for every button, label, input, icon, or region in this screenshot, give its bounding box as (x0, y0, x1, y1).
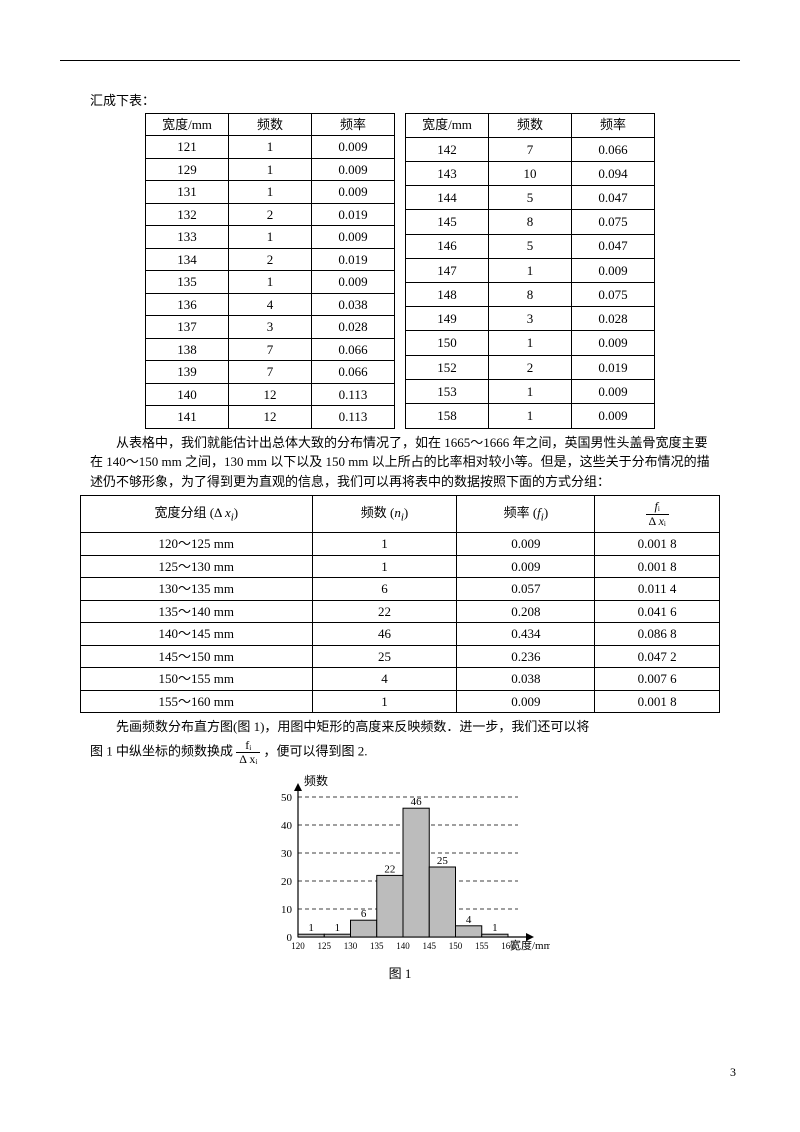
svg-text:1: 1 (308, 922, 314, 934)
svg-text:130: 130 (344, 941, 358, 951)
fraction: fᵢ Δ xᵢ (236, 739, 260, 766)
histogram-svg: 0102030405011622462541120125130135140145… (250, 772, 550, 962)
table-row: 13310.009 (146, 226, 395, 249)
table2: 宽度分组 (Δ xi)频数 (ni)频率 (fi)fᵢΔ xᵢ120～125 m… (80, 495, 720, 713)
page-number: 3 (60, 1063, 740, 1081)
lead-text: 汇成下表： (90, 91, 710, 111)
table1-left: 宽度/mm频数频率12110.00912910.00913110.0091322… (145, 113, 395, 429)
svg-text:1: 1 (492, 922, 498, 934)
svg-text:150: 150 (449, 941, 463, 951)
svg-text:120: 120 (291, 941, 305, 951)
table1-container: 宽度/mm频数频率12110.00912910.00913110.0091322… (60, 113, 740, 429)
table-row: 14650.047 (406, 234, 655, 258)
table-row: 14580.075 (406, 210, 655, 234)
svg-text:145: 145 (423, 941, 437, 951)
table-row: 130～135 mm60.0570.011 4 (81, 578, 720, 601)
table-row: 135～140 mm220.2080.041 6 (81, 600, 720, 623)
table-row: 13640.038 (146, 293, 395, 316)
table-row: 155～160 mm10.0090.001 8 (81, 690, 720, 713)
table-row: 140120.113 (146, 383, 395, 406)
table-row: 13220.019 (146, 203, 395, 226)
table1-header: 频数 (489, 113, 572, 137)
svg-text:宽度/mm: 宽度/mm (510, 938, 550, 952)
table-row: 14880.075 (406, 283, 655, 307)
svg-text:30: 30 (281, 848, 293, 860)
table-row: 13420.019 (146, 248, 395, 271)
table-row: 150～155 mm40.0380.007 6 (81, 668, 720, 691)
table1-header: 宽度/mm (146, 113, 229, 136)
svg-text:4: 4 (466, 914, 472, 926)
paragraph-1: 从表格中，我们就能估计出总体大致的分布情况了，如在 1665～1666 年之间，… (90, 433, 710, 492)
table1-right: 宽度/mm频数频率14270.066143100.09414450.047145… (405, 113, 655, 429)
top-rule (60, 60, 740, 61)
table2-header: 频率 (fi) (457, 496, 595, 533)
table2-header: 频数 (ni) (312, 496, 457, 533)
svg-text:22: 22 (384, 863, 395, 875)
table-row: 13510.009 (146, 271, 395, 294)
table-row: 13110.009 (146, 181, 395, 204)
histogram-caption: 图 1 (60, 964, 740, 984)
paragraph-2b: 图 1 中纵坐标的频数换成 fᵢ Δ xᵢ ，便可以得到图 2. (90, 739, 710, 766)
svg-text:25: 25 (437, 855, 449, 867)
para2b-prefix: 图 1 中纵坐标的频数换成 (90, 743, 233, 758)
svg-text:140: 140 (396, 941, 410, 951)
svg-text:10: 10 (281, 904, 293, 916)
svg-text:135: 135 (370, 941, 384, 951)
table-row: 12110.009 (146, 136, 395, 159)
table2-header: fᵢΔ xᵢ (595, 496, 720, 533)
table1-header: 宽度/mm (406, 113, 489, 137)
table-row: 15310.009 (406, 379, 655, 403)
svg-text:20: 20 (281, 876, 293, 888)
table2-header: 宽度分组 (Δ xi) (81, 496, 313, 533)
table-row: 14710.009 (406, 258, 655, 282)
svg-text:1: 1 (335, 922, 341, 934)
table-row: 13730.028 (146, 316, 395, 339)
svg-text:6: 6 (361, 908, 367, 920)
table-row: 120～125 mm10.0090.001 8 (81, 533, 720, 556)
table1-header: 频率 (312, 113, 395, 136)
svg-text:频数: 频数 (304, 773, 328, 788)
svg-text:50: 50 (281, 792, 293, 804)
table1-header: 频数 (229, 113, 312, 136)
svg-text:46: 46 (411, 796, 423, 808)
table-row: 13870.066 (146, 338, 395, 361)
svg-text:40: 40 (281, 820, 293, 832)
table-row: 14270.066 (406, 137, 655, 161)
table-row: 14450.047 (406, 186, 655, 210)
paragraph-2a: 先画频数分布直方图(图 1)，用图中矩形的高度来反映频数．进一步，我们还可以将 (90, 717, 710, 737)
table-row: 143100.094 (406, 161, 655, 185)
table-row: 15220.019 (406, 355, 655, 379)
histogram-figure: 0102030405011622462541120125130135140145… (60, 772, 740, 984)
table-row: 125～130 mm10.0090.001 8 (81, 555, 720, 578)
table-row: 15810.009 (406, 404, 655, 428)
frac-den: Δ xᵢ (236, 753, 260, 766)
table1-header: 频率 (572, 113, 655, 137)
frac-num: fᵢ (236, 739, 260, 753)
svg-text:125: 125 (318, 941, 332, 951)
table-row: 15010.009 (406, 331, 655, 355)
svg-text:155: 155 (475, 941, 489, 951)
table-row: 145～150 mm250.2360.047 2 (81, 645, 720, 668)
table-row: 13970.066 (146, 361, 395, 384)
para2b-suffix: ，便可以得到图 2. (264, 743, 368, 758)
table-row: 140～145 mm460.4340.086 8 (81, 623, 720, 646)
table-row: 14930.028 (406, 307, 655, 331)
table-row: 141120.113 (146, 406, 395, 429)
table-row: 12910.009 (146, 158, 395, 181)
